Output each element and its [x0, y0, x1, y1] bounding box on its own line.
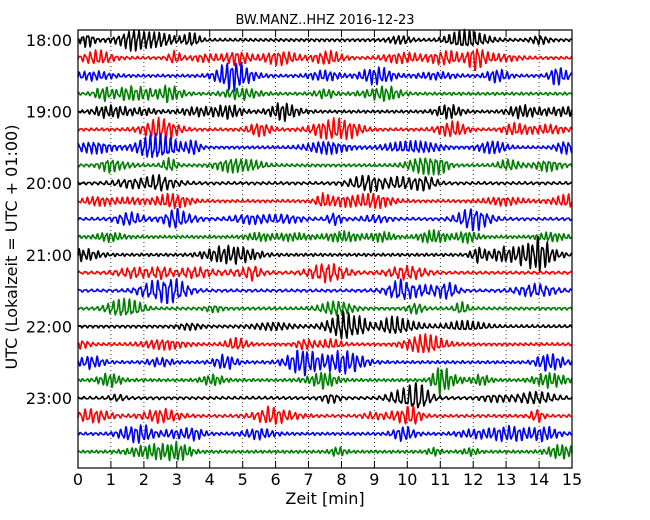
traces-group — [77, 28, 573, 462]
trace-row — [77, 310, 573, 340]
x-tick-label: 6 — [271, 470, 281, 489]
trace-row — [77, 236, 573, 272]
trace-row — [77, 382, 573, 409]
y-tick-label: 21:00 — [26, 246, 72, 265]
x-tick-label: 11 — [430, 470, 450, 489]
y-tick-label: 20:00 — [26, 174, 72, 193]
trace-row — [77, 278, 573, 305]
x-tick-label: 12 — [463, 470, 483, 489]
trace-row — [77, 404, 573, 425]
trace-row — [77, 333, 573, 354]
x-tick-label: 9 — [369, 470, 379, 489]
trace-row — [77, 62, 573, 92]
trace-row — [77, 263, 573, 284]
trace-row — [77, 48, 573, 72]
trace-row — [77, 229, 573, 245]
trace-row — [77, 132, 573, 159]
x-tick-label: 0 — [73, 470, 83, 489]
y-tick-label: 18:00 — [26, 31, 72, 50]
x-tick-label: 1 — [106, 470, 116, 489]
x-tick-label: 2 — [139, 470, 149, 489]
trace-row — [77, 349, 573, 377]
x-tick-label: 3 — [172, 470, 182, 489]
x-tick-label: 10 — [397, 470, 417, 489]
x-tick-label: 13 — [496, 470, 516, 489]
y-axis: 18:00 19:00 20:00 21:00 22:00 23:00 — [26, 31, 84, 408]
trace-row — [77, 192, 573, 210]
x-tick-label: 7 — [303, 470, 313, 489]
trace-row — [77, 207, 573, 232]
trace-row — [77, 116, 573, 142]
x-tick-label: 4 — [205, 470, 215, 489]
y-tick-label: 22:00 — [26, 317, 72, 336]
y-tick-label: 19:00 — [26, 103, 72, 122]
trace-row — [77, 156, 573, 176]
y-tick-label: 23:00 — [26, 389, 72, 408]
x-axis: 0 1 2 3 4 5 6 7 8 9 10 11 12 13 14 15 — [73, 30, 582, 489]
trace-row — [77, 102, 573, 123]
x-tick-label: 15 — [562, 470, 582, 489]
y-axis-label: UTC (Lokalzeit = UTC + 01:00) — [2, 125, 21, 370]
trace-row — [77, 440, 573, 462]
trace-row — [77, 84, 573, 104]
x-tick-label: 5 — [238, 470, 248, 489]
trace-row — [77, 174, 573, 194]
x-tick-label: 14 — [529, 470, 549, 489]
x-axis-label: Zeit [min] — [285, 489, 364, 508]
plot-frame — [77, 29, 573, 469]
trace-row — [77, 297, 573, 317]
trace-row — [77, 367, 573, 397]
x-tick-label: 8 — [336, 470, 346, 489]
chart-title: BW.MANZ..HHZ 2016-12-23 — [235, 13, 414, 28]
trace-row — [77, 424, 573, 444]
trace-row — [77, 28, 573, 52]
